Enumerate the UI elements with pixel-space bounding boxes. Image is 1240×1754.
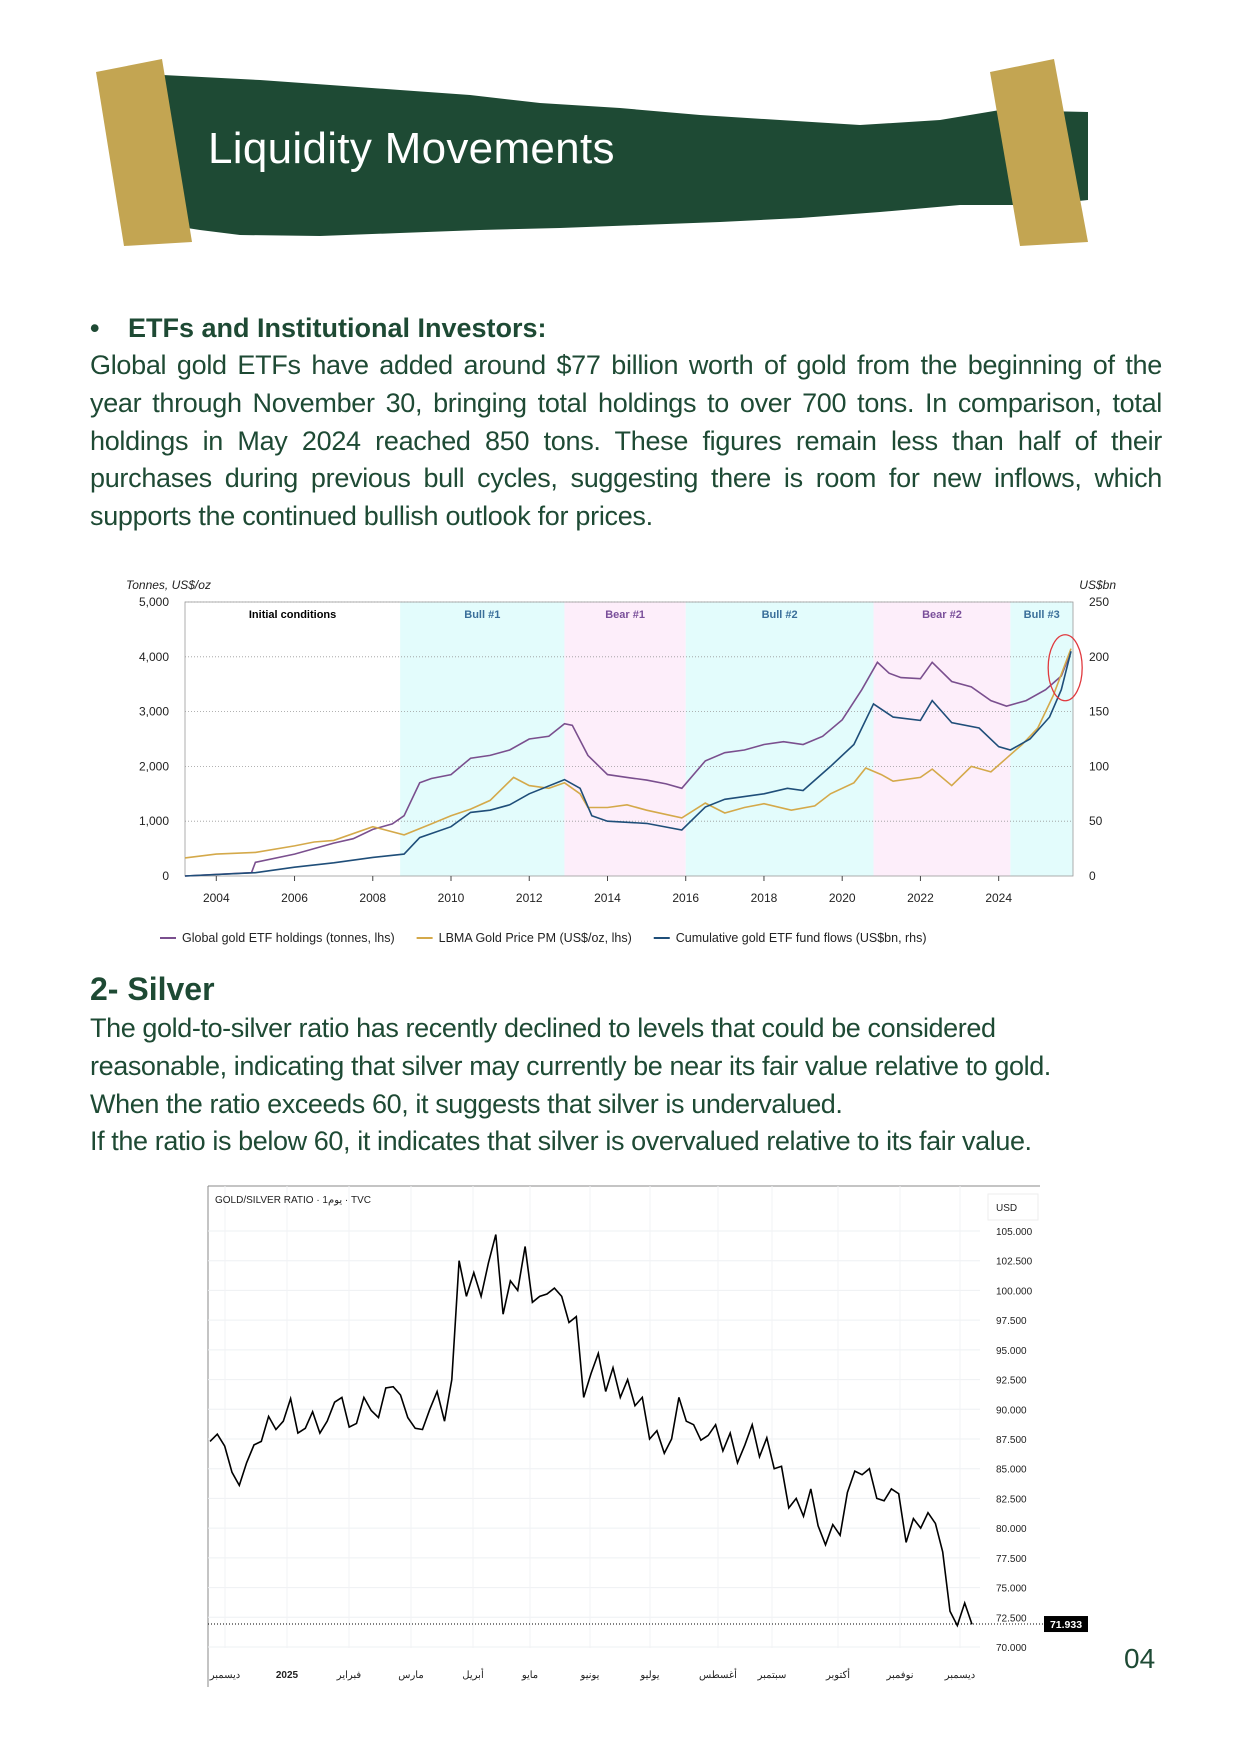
y-tick-label: 77.500	[996, 1554, 1027, 1565]
region-label: Bull #3	[1024, 609, 1060, 621]
x-tick-label: 2024	[985, 891, 1012, 905]
chart-background	[208, 1186, 1040, 1670]
region-label: Bear #1	[605, 609, 645, 621]
legend-label: LBMA Gold Price PM (US$/oz, lhs)	[439, 931, 632, 945]
x-tick-label: 2020	[829, 891, 856, 905]
etf-holdings-chart: Initial conditions Bull #1 Bear #1 Bull #2 B…	[126, 578, 1116, 945]
y-tick-right: 100	[1089, 759, 1109, 773]
chart-title: GOLD/SILVER RATIO · 1يوم · TVC	[215, 1195, 371, 1206]
x-tick-label: يوليو	[639, 1670, 659, 1681]
y-tick-right: 0	[1089, 869, 1096, 883]
etf-paragraph: Global gold ETFs have added around $77 b…	[90, 350, 1162, 532]
currency-box	[987, 1193, 1039, 1221]
series-line	[184, 648, 1072, 859]
y-tick-right: 250	[1089, 595, 1109, 609]
region-band	[1010, 602, 1073, 876]
y-tick-label: 85.000	[996, 1465, 1027, 1476]
tape-left	[96, 59, 192, 246]
y-tick-left: 1,000	[139, 814, 169, 828]
region-band	[685, 602, 874, 876]
y-tick-left: 2,000	[139, 759, 169, 773]
series-line	[184, 651, 1072, 877]
x-tick-label: 2008	[359, 891, 386, 905]
x-tick-label: أبريل	[462, 1668, 484, 1681]
x-tick-label: ديسمبر	[209, 1670, 240, 1681]
region-band	[400, 602, 565, 876]
silver-paragraph: The gold-to-silver ratio has recently de…	[90, 1010, 1162, 1161]
x-tick-label: 2006	[281, 891, 308, 905]
page-number: 04	[1124, 1643, 1156, 1674]
x-tick-label: نوفمبر	[885, 1670, 913, 1681]
region-label: Bull #1	[464, 609, 500, 621]
region-band	[873, 602, 1011, 876]
y-tick-right: 200	[1089, 650, 1109, 664]
y-tick-left: 5,000	[139, 595, 169, 609]
silver-line: reasonable, indicating that silver may c…	[90, 1050, 1051, 1081]
x-tick-label: ديسمبر	[944, 1670, 975, 1681]
legend-label: Cumulative gold ETF fund flows (US$bn, r…	[676, 931, 927, 945]
y-tick-label: 75.000	[996, 1584, 1027, 1595]
x-tick-label: 2018	[751, 891, 778, 905]
y-tick-label: 97.500	[996, 1316, 1027, 1327]
last-value-badge	[1044, 1616, 1088, 1633]
y-tick-label: 70.000	[996, 1643, 1027, 1654]
page-title: Liquidity Movements	[208, 124, 615, 173]
bullet: •	[90, 313, 100, 343]
region-band	[185, 602, 401, 876]
x-tick-label: يونيو	[580, 1670, 600, 1681]
region-label: Bear #2	[922, 609, 962, 621]
heading-text: ETFs and Institutional Investors:	[128, 313, 547, 343]
section-banner	[96, 59, 1088, 246]
section-heading-etfs: • ETFs and Institutional Investors:	[90, 310, 1162, 348]
x-tick-label: 2004	[203, 891, 230, 905]
tape-right	[990, 59, 1088, 246]
y-axis-label-left: Tonnes, US$/oz	[126, 578, 211, 592]
y-tick-left: 3,000	[139, 705, 169, 719]
y-tick-label: 82.500	[996, 1494, 1027, 1505]
y-tick-label: 102.500	[996, 1257, 1033, 1268]
y-tick-label: 72.500	[996, 1613, 1027, 1624]
banner-background	[163, 75, 1088, 236]
currency-label: USD	[996, 1203, 1017, 1214]
y-tick-label: 105.000	[996, 1227, 1033, 1238]
x-tick-label: 2012	[516, 891, 543, 905]
region-label: Bull #2	[762, 609, 798, 621]
gold-silver-ratio-chart: 70.000 72.500 75.000 77.500 80.000 82.500 85.0…	[207, 1185, 1088, 1687]
y-tick-label: 95.000	[996, 1346, 1027, 1357]
last-value-text: 71.933	[1050, 1619, 1082, 1631]
x-tick-label: مايو	[521, 1670, 538, 1681]
x-tick-label: سبتمبر	[757, 1670, 787, 1681]
y-tick-label: 90.000	[996, 1405, 1027, 1416]
y-tick-left: 0	[162, 869, 169, 883]
y-tick-right: 50	[1089, 814, 1103, 828]
x-tick-label: 2022	[907, 891, 934, 905]
series-line	[184, 651, 1072, 877]
y-tick-label: 92.500	[996, 1376, 1027, 1387]
x-tick-label: فبراير	[336, 1670, 362, 1681]
x-tick-label: 2010	[438, 891, 465, 905]
x-tick-label: أغسطس	[699, 1668, 737, 1681]
x-tick-label: أكتوبر	[825, 1668, 850, 1681]
x-tick-label: 2025	[276, 1670, 299, 1681]
y-tick-label: 87.500	[996, 1435, 1027, 1446]
section-heading-silver: 2- Silver	[90, 971, 215, 1007]
silver-line: If the ratio is below 60, it indicates t…	[90, 1126, 1032, 1157]
x-tick-label: مارس	[398, 1670, 423, 1681]
region-band	[564, 602, 686, 876]
y-tick-label: 80.000	[996, 1524, 1027, 1535]
y-axis-label-right: US$bn	[1079, 578, 1116, 592]
legend-label: Global gold ETF holdings (tonnes, lhs)	[182, 931, 395, 945]
plot-frame	[184, 601, 1074, 877]
x-tick-label: 2016	[672, 891, 699, 905]
y-tick-right: 150	[1089, 705, 1109, 719]
silver-line: When the ratio exceeds 60, it suggests t…	[90, 1088, 843, 1119]
x-tick-label: 2014	[594, 891, 621, 905]
y-tick-label: 100.000	[996, 1286, 1033, 1297]
silver-line: The gold-to-silver ratio has recently de…	[90, 1013, 996, 1043]
ratio-line	[209, 1234, 973, 1628]
highlight-circle	[1047, 634, 1083, 702]
region-label: Initial conditions	[249, 609, 336, 621]
y-tick-left: 4,000	[139, 650, 169, 664]
